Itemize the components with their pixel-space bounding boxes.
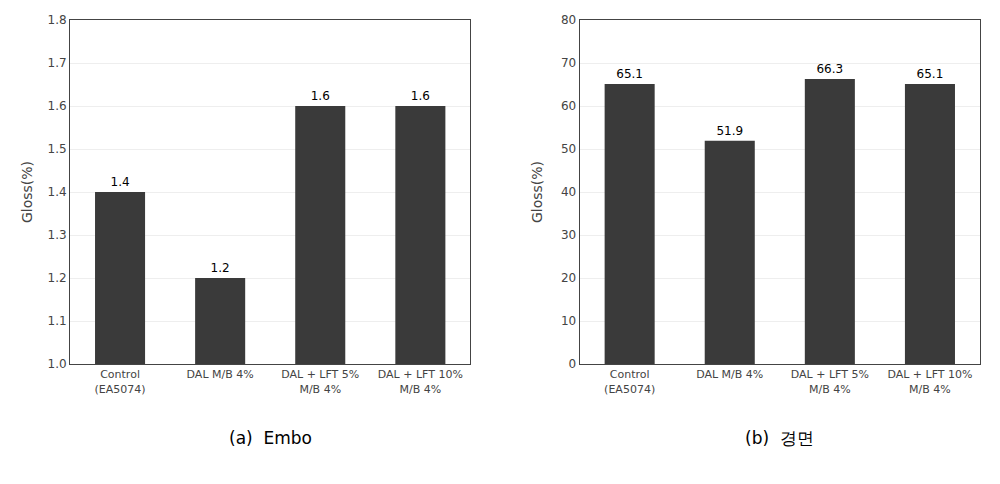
svg-text:70: 70	[561, 56, 576, 70]
svg-text:10: 10	[561, 314, 576, 328]
svg-text:51.9: 51.9	[716, 124, 743, 138]
svg-text:Gloss(%): Gloss(%)	[529, 161, 545, 223]
svg-text:40: 40	[561, 185, 576, 199]
svg-text:1.6: 1.6	[48, 99, 67, 113]
svg-text:DAL M/B 4%: DAL M/B 4%	[696, 368, 763, 381]
svg-text:1.1: 1.1	[48, 314, 67, 328]
svg-text:1.0: 1.0	[48, 357, 67, 371]
svg-text:1.4: 1.4	[48, 185, 67, 199]
svg-text:65.1: 65.1	[917, 67, 944, 81]
svg-text:1.8: 1.8	[48, 13, 67, 27]
svg-text:DAL + LFT 10%M/B 4%: DAL + LFT 10%M/B 4%	[378, 368, 463, 395]
svg-text:1.5: 1.5	[48, 142, 67, 156]
svg-text:1.3: 1.3	[48, 228, 67, 242]
svg-text:Control(EA5074): Control(EA5074)	[95, 368, 146, 395]
svg-text:80: 80	[561, 13, 576, 27]
svg-text:1.2: 1.2	[48, 271, 67, 285]
svg-text:Gloss(%): Gloss(%)	[19, 161, 35, 223]
svg-text:65.1: 65.1	[616, 67, 643, 81]
svg-text:0: 0	[569, 357, 577, 371]
svg-text:20: 20	[561, 271, 576, 285]
svg-text:60: 60	[561, 99, 576, 113]
svg-text:(b) 경면: (b) 경면	[745, 428, 814, 448]
svg-text:66.3: 66.3	[816, 62, 843, 76]
svg-text:30: 30	[561, 228, 576, 242]
svg-text:Control(EA5074): Control(EA5074)	[604, 368, 655, 395]
svg-text:1.6: 1.6	[311, 89, 330, 103]
svg-text:(a) Embo: (a) Embo	[229, 428, 312, 448]
svg-text:1.2: 1.2	[211, 261, 230, 275]
svg-text:DAL M/B 4%: DAL M/B 4%	[187, 368, 254, 381]
svg-text:DAL + LFT 5%M/B 4%: DAL + LFT 5%M/B 4%	[791, 368, 869, 395]
svg-text:1.4: 1.4	[111, 175, 130, 189]
svg-text:1.6: 1.6	[411, 89, 430, 103]
svg-text:50: 50	[561, 142, 576, 156]
svg-text:DAL + LFT 10%M/B 4%: DAL + LFT 10%M/B 4%	[887, 368, 972, 395]
svg-text:DAL + LFT 5%M/B 4%: DAL + LFT 5%M/B 4%	[281, 368, 359, 395]
svg-text:1.7: 1.7	[48, 56, 67, 70]
